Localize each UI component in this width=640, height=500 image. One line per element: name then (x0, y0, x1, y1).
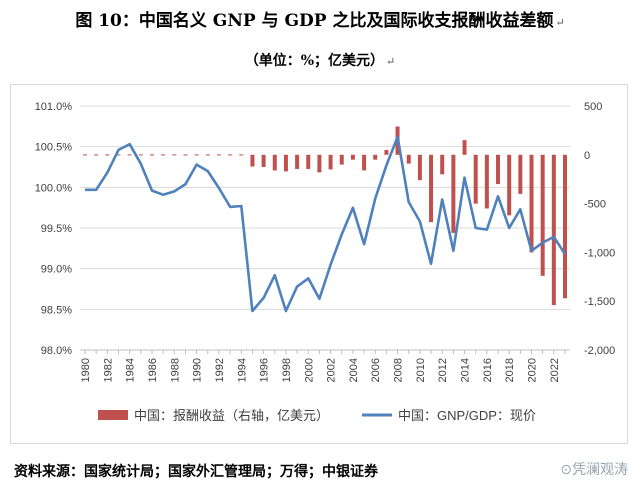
bar (250, 154, 255, 167)
x-tick-label: 1982 (102, 358, 114, 382)
bar (384, 149, 389, 155)
bar (216, 154, 221, 156)
series-line (85, 135, 567, 313)
bar (261, 154, 266, 167)
x-tick-label: 1992 (214, 358, 226, 382)
x-tick-label: 1998 (281, 358, 293, 382)
chart-subtitle: （单位：%；亿美元） ↵ (244, 53, 396, 69)
y-right-tick-label: -1,000 (584, 247, 615, 259)
chart-frame (10, 84, 628, 444)
bar (116, 154, 121, 156)
y-left-tick-label: 100.0% (35, 182, 73, 194)
x-tick-label: 1994 (236, 358, 248, 382)
legend-bar-swatch (98, 410, 128, 420)
x-tick-label: 1990 (192, 358, 204, 382)
y-left-tick-label: 98.0% (41, 345, 72, 357)
bar (518, 154, 523, 194)
wechat-icon: ⊙ (560, 462, 572, 478)
bar (94, 154, 99, 156)
bar (105, 154, 110, 156)
x-tick-label: 1984 (125, 358, 137, 382)
source-note: 资料来源：国家统计局；国家外汇管理局；万得；中银证券 (14, 464, 378, 480)
chart-svg: 98.0% 98.5% 99.0% 99.5% 100.0% 100.5% 101.0% -2… (35, 101, 616, 423)
bar (306, 154, 311, 169)
x-tick-label: 2022 (549, 358, 561, 382)
bar (373, 154, 378, 160)
watermark: ⊙凭澜观涛 (560, 462, 628, 478)
y-right-tick-label: -2,000 (584, 345, 615, 357)
legend-label: 中国：GNP/GDP：现价 (398, 408, 536, 423)
x-tick-label: 2010 (415, 358, 427, 382)
bar (239, 154, 244, 156)
bar (563, 154, 567, 299)
x-tick-label: 1986 (147, 358, 159, 382)
x-tick-label: 2020 (527, 358, 539, 382)
bar (172, 154, 177, 156)
bar (317, 154, 322, 173)
bar (328, 154, 333, 170)
bar (228, 154, 233, 156)
x-tick-label: 2014 (460, 358, 472, 382)
bar (507, 154, 512, 216)
bar (161, 154, 166, 156)
bar (440, 154, 445, 175)
x-tick-label: 1980 (80, 358, 92, 382)
x-tick-label: 2008 (393, 358, 405, 382)
bar (149, 154, 154, 156)
bar (272, 154, 277, 171)
bar (496, 154, 501, 185)
bar (429, 154, 434, 223)
y-left-tick-label: 101.0% (35, 101, 73, 113)
bar (183, 154, 188, 156)
bar (451, 154, 456, 233)
bar (362, 154, 367, 171)
x-tick-label: 2002 (326, 358, 338, 382)
bar (339, 154, 344, 165)
y-right-tick-label: -1,500 (584, 296, 615, 308)
bar (484, 154, 489, 209)
bar (83, 154, 87, 156)
x-tick-label: 1988 (169, 358, 181, 382)
bar (194, 154, 199, 156)
bar (417, 154, 422, 181)
bar (406, 154, 411, 164)
bar (205, 154, 210, 156)
bar (529, 154, 534, 253)
x-tick-label: 2016 (482, 358, 494, 382)
bar (295, 154, 300, 169)
y-right-tick-label: 500 (584, 101, 602, 113)
x-tick-label: 2004 (348, 358, 360, 382)
bar (473, 154, 478, 204)
bar (283, 154, 288, 172)
y-left-tick-label: 99.0% (41, 264, 72, 276)
bar (540, 154, 545, 276)
y-right-tick-label: 0 (584, 150, 590, 162)
bar (138, 154, 143, 156)
bar (462, 140, 467, 155)
bar (127, 154, 132, 156)
x-tick-label: 2018 (504, 358, 516, 382)
chart-title: 图 10：中国名义 GNP 与 GDP 之比及国际收支报酬收益差额 ↵ (75, 11, 565, 31)
x-tick-label: 2000 (303, 358, 315, 382)
x-tick-label: 1996 (259, 358, 271, 382)
y-left-tick-label: 99.5% (41, 223, 72, 235)
y-left-tick-label: 98.5% (41, 304, 72, 316)
bar (551, 154, 556, 306)
x-tick-label: 2012 (437, 358, 449, 382)
legend-label: 中国：报酬收益（右轴，亿美元） (134, 408, 329, 423)
y-right-tick-label: -500 (584, 199, 606, 211)
y-left-tick-label: 100.5% (35, 142, 73, 154)
x-tick-label: 2006 (370, 358, 382, 382)
bar (350, 154, 355, 160)
